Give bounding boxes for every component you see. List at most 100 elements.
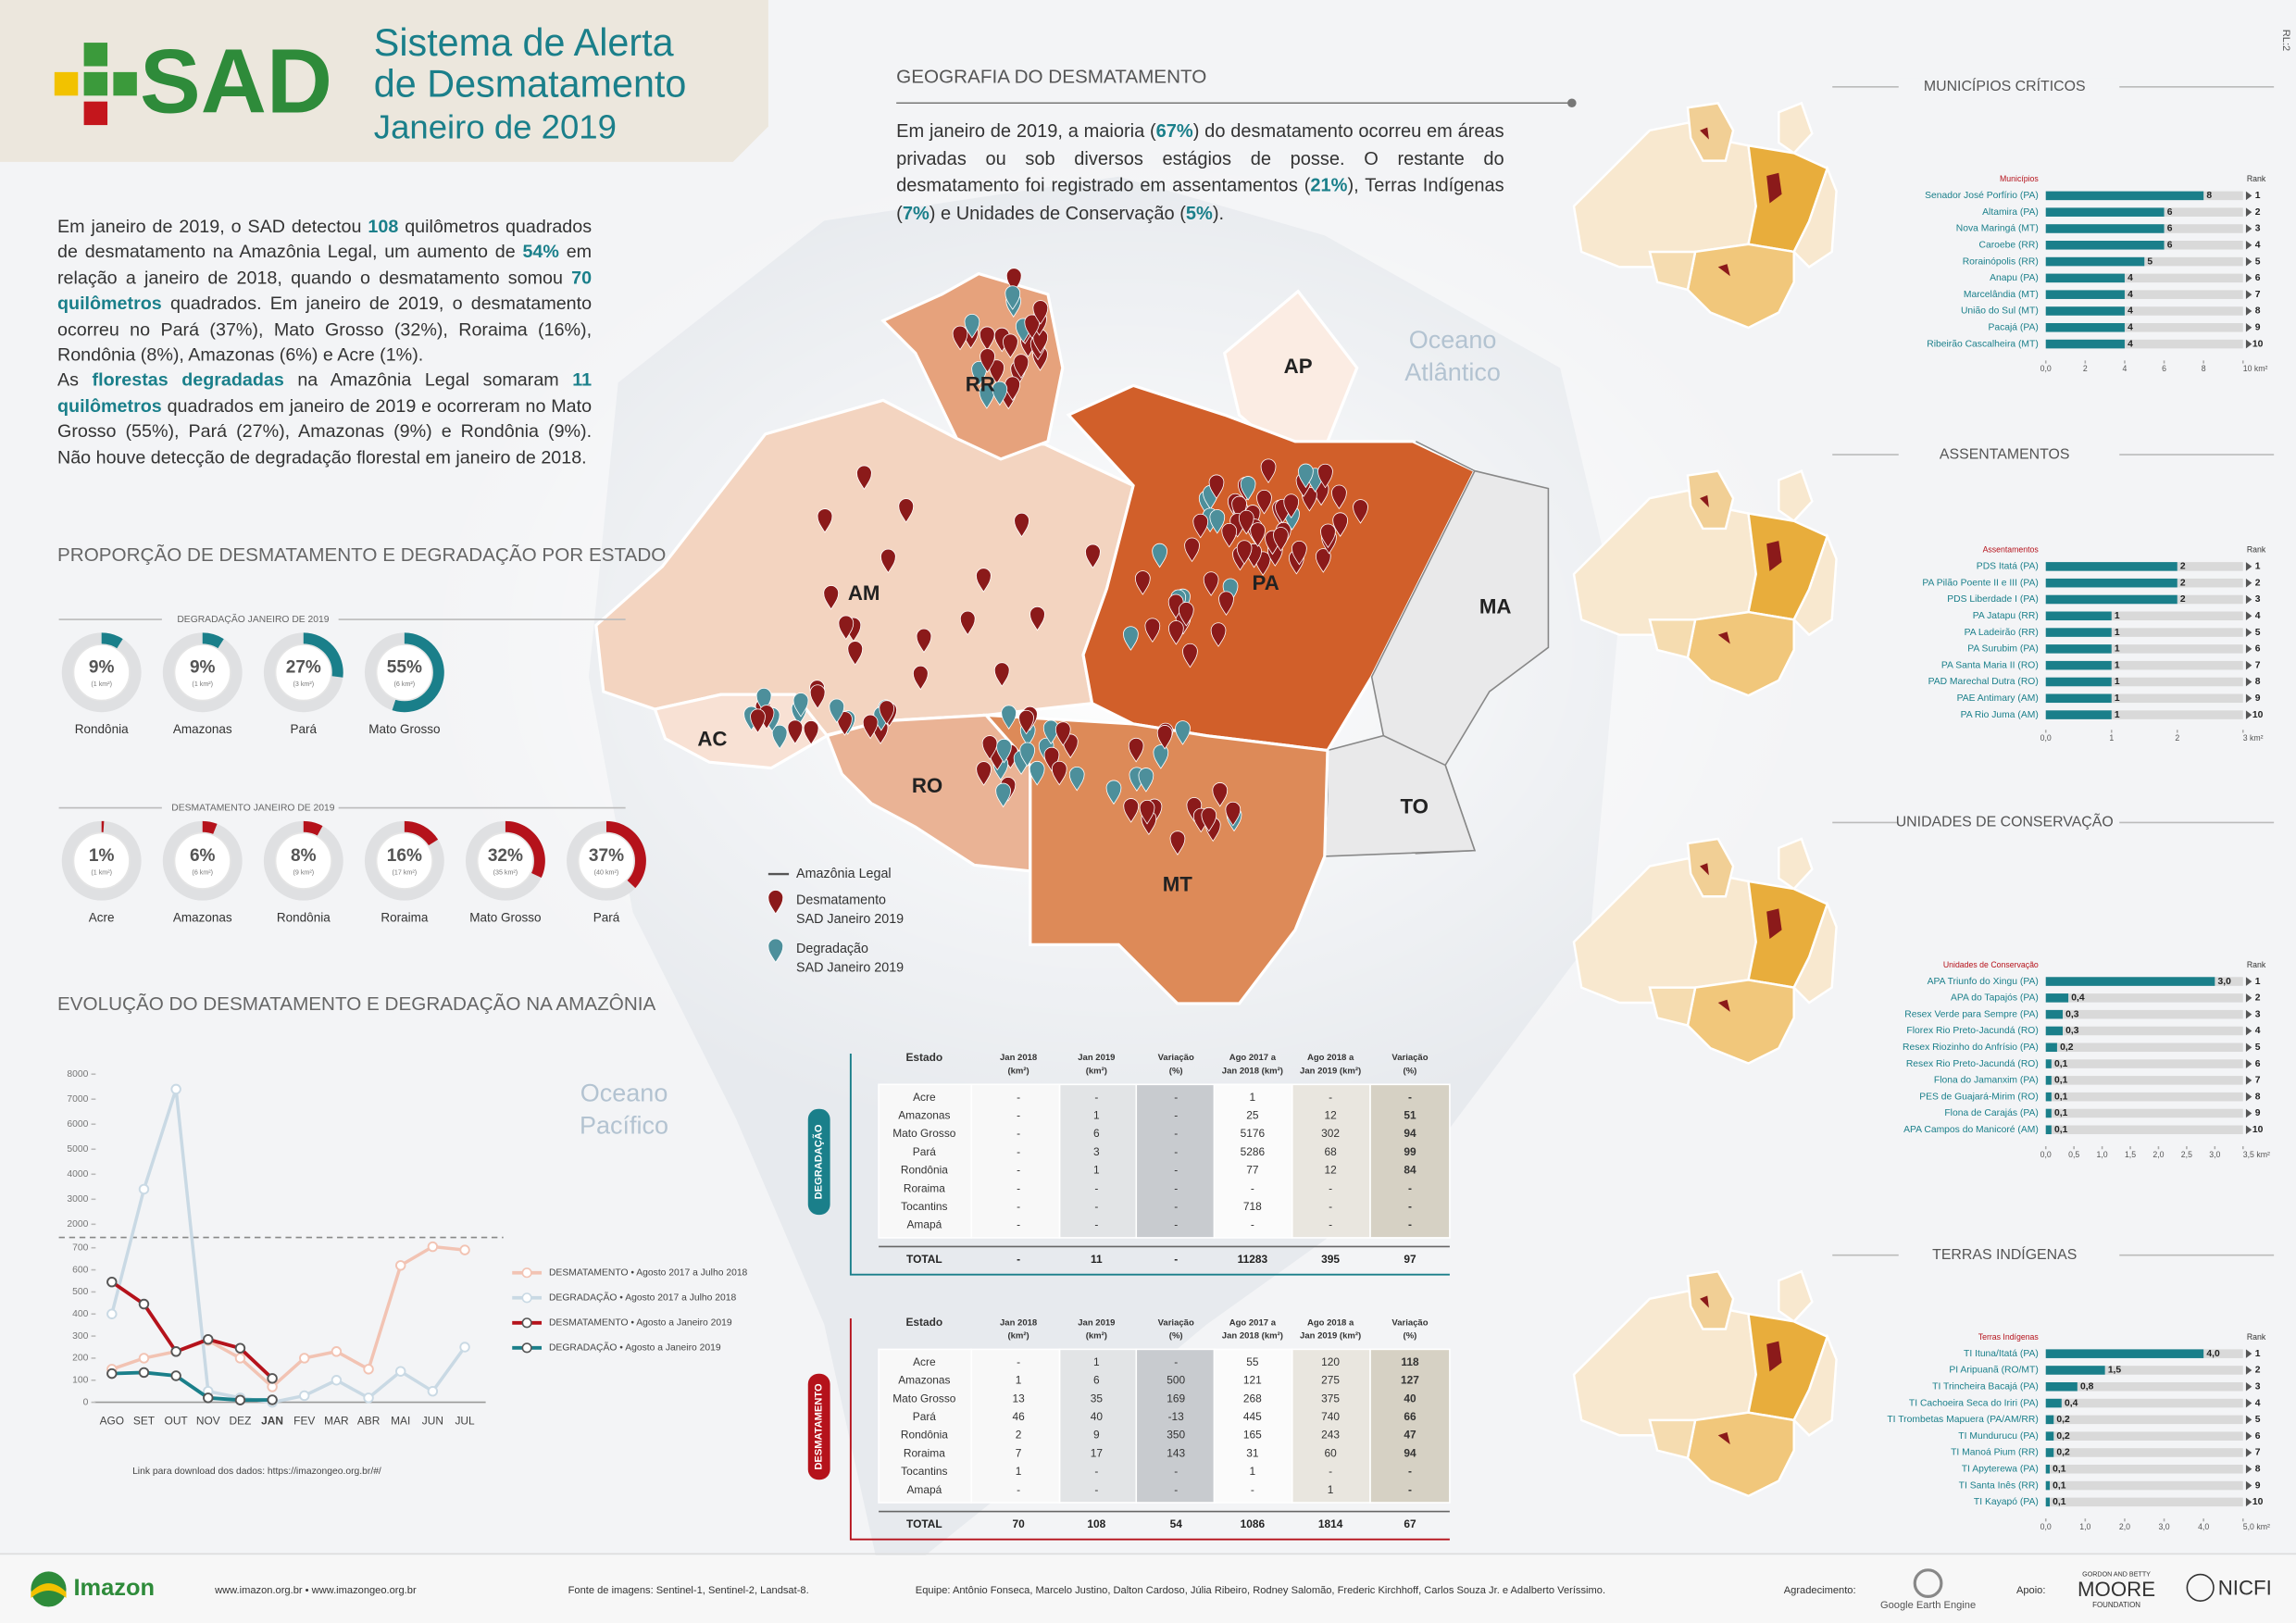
- category-label: APA Campos do Manicoré (AM): [1903, 1125, 2039, 1135]
- donut-arc: [101, 820, 105, 833]
- bar-track: [2045, 290, 2243, 299]
- table-cell: -: [1017, 1164, 1020, 1177]
- map-pin: [792, 693, 809, 718]
- series-point: [395, 1260, 406, 1271]
- header-box: [0, 0, 768, 162]
- series-point: [106, 1367, 118, 1380]
- series-line: [110, 1280, 274, 1380]
- table-cell: 77: [1246, 1164, 1259, 1177]
- value-label: 0,2: [2056, 1431, 2070, 1442]
- value-label: 0,1: [2053, 1480, 2066, 1491]
- ranking-title: UNIDADES DE CONSERVAÇÃO: [1896, 812, 2114, 830]
- table-cell: Amazonas: [898, 1108, 950, 1121]
- rank: 6: [2255, 644, 2261, 655]
- map-pin: [1292, 541, 1307, 566]
- value-label: 1: [2115, 693, 2120, 704]
- bar: [2045, 1125, 2052, 1135]
- bar-track: [2045, 306, 2243, 316]
- bar-track: [2045, 256, 2243, 267]
- map-pin: [1024, 314, 1041, 340]
- map-pin: [1168, 620, 1184, 645]
- section-title: PROPORÇÃO DE DESMATAMENTO E DEGRADAÇÃO P…: [57, 543, 666, 566]
- rank: 10: [2252, 339, 2264, 349]
- table-cell: Amazonas: [898, 1374, 950, 1387]
- donut-area: (35 km²): [493, 868, 518, 876]
- map-pin: [980, 348, 995, 373]
- value-label: 1: [2115, 628, 2120, 638]
- category-label: PDS Liberdade I (PA): [1947, 594, 2039, 605]
- table-cell: 55: [1246, 1355, 1259, 1368]
- map-pin: [1169, 830, 1186, 855]
- table-cell: 1: [1250, 1091, 1256, 1104]
- map-pin: [1353, 499, 1368, 524]
- nicfi: NICFI: [2218, 1576, 2272, 1599]
- table-total: -: [1017, 1253, 1020, 1266]
- category-label: PA Jatapu (RR): [1973, 611, 2039, 621]
- category-label: União do Sul (MT): [1961, 306, 2039, 317]
- map-pin: [787, 719, 804, 744]
- donut-area: (6 km²): [394, 680, 416, 688]
- x-tick-label: 3,0: [2209, 1150, 2220, 1159]
- donut-category: Acre: [89, 910, 115, 924]
- table-cell: 165: [1243, 1429, 1262, 1442]
- org-name: Imazon: [73, 1575, 155, 1601]
- value-label: 6: [2167, 241, 2173, 251]
- geography-text: Em janeiro de 2019, a maioria (67%) do d…: [896, 118, 1504, 227]
- rank-marker: [2245, 1059, 2252, 1068]
- rank-marker: [2245, 644, 2252, 654]
- donut-category: Roraima: [381, 910, 429, 924]
- table-total: 108: [1087, 1517, 1105, 1530]
- bar: [2045, 628, 2112, 637]
- ranking-title: TERRAS INDÍGENAS: [1932, 1245, 2077, 1263]
- donut-value: 1%: [89, 846, 115, 866]
- series-point: [363, 1364, 374, 1375]
- value-label: 0,1: [2053, 1464, 2066, 1474]
- table-header: (%): [1169, 1067, 1183, 1077]
- value-label: 4: [2128, 273, 2133, 283]
- support: Apoio:: [2016, 1585, 2046, 1596]
- table-cell: 243: [1321, 1429, 1340, 1442]
- table-cell: 118: [1401, 1355, 1419, 1368]
- table-total: TOTAL: [906, 1517, 942, 1530]
- map-pin: [1013, 354, 1029, 379]
- source: Fonte de imagens: Sentinel-1, Sentinel-2…: [568, 1585, 809, 1596]
- category-label: Flona de Carajás (PA): [1944, 1108, 2038, 1118]
- logo-green: [113, 71, 137, 96]
- bar: [2045, 1381, 2078, 1392]
- bar: [2045, 1026, 2063, 1036]
- rank-marker: [2245, 578, 2252, 588]
- state-label: RR: [966, 372, 995, 395]
- series-point: [170, 1370, 181, 1381]
- donut-area: (3 km²): [293, 680, 314, 688]
- map-pin: [1001, 705, 1017, 730]
- section-title: GEOGRAFIA DO DESMATAMENTO: [896, 67, 1206, 88]
- text-run: em relação a janeiro de 2018, quando o d…: [56, 242, 593, 289]
- rank-marker: [2245, 993, 2252, 1003]
- category-label: TI Mundurucu (PA): [1958, 1431, 2038, 1442]
- table-cell: Pará: [913, 1145, 937, 1158]
- text-run: As: [56, 369, 93, 391]
- category-label: TI Trincheira Bacajá (PA): [1932, 1381, 2039, 1392]
- table-cell: 350: [1167, 1429, 1185, 1442]
- rank-marker: [2245, 1349, 2252, 1358]
- map-pin: [1203, 571, 1219, 596]
- series-line: [111, 1244, 466, 1390]
- table-header: Ago 2017 a: [1229, 1317, 1277, 1328]
- bar-track: [2045, 1497, 2243, 1507]
- bar: [2045, 1009, 2063, 1019]
- table-cell: -: [1408, 1091, 1412, 1104]
- map-pin: [1018, 709, 1034, 735]
- map-pin: [993, 662, 1010, 687]
- subtitle: Janeiro de 2019: [374, 108, 617, 146]
- donut-arc: [202, 820, 218, 835]
- value-label: 6: [2167, 224, 2173, 234]
- rank-marker: [2245, 1026, 2252, 1036]
- value-label: 4,0: [2206, 1349, 2220, 1359]
- map-pin: [1256, 490, 1272, 515]
- table-cell: -: [1017, 1127, 1020, 1140]
- nicfi-logo: [2186, 1573, 2215, 1602]
- x-tick-label: 4: [2123, 364, 2128, 373]
- rank: 6: [2255, 273, 2261, 283]
- side-label-box: [807, 1373, 830, 1480]
- section-title-bg: [1898, 1246, 2120, 1265]
